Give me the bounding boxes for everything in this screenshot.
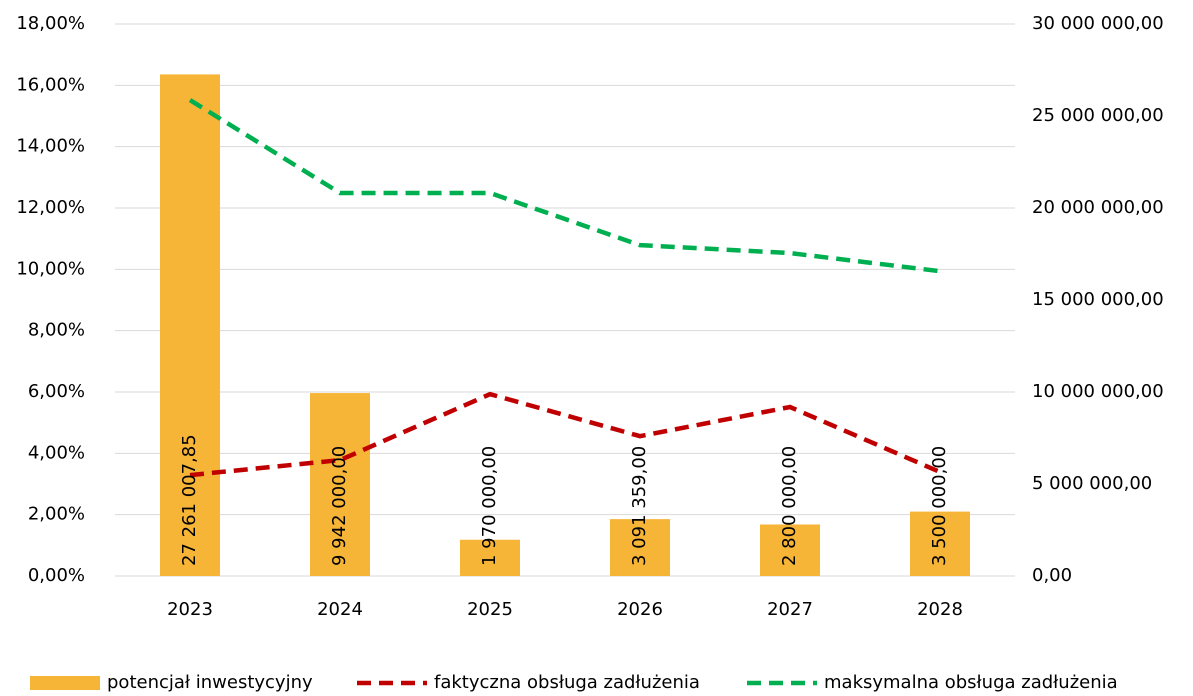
legend-label: potencjał inwestycyjny: [107, 672, 313, 693]
x-tick-label: 2025: [467, 599, 513, 620]
x-tick-label: 2026: [617, 599, 663, 620]
y2-tick-label: 15 000 000,00: [1032, 289, 1164, 310]
x-tick-label: 2023: [167, 599, 213, 620]
y2-tick-label: 5 000 000,00: [1032, 473, 1152, 494]
x-tick-label: 2024: [317, 599, 363, 620]
y-tick-label: 10,00%: [16, 258, 85, 279]
x-tick-label: 2027: [767, 599, 813, 620]
bar: [160, 74, 220, 576]
line-series: [189, 391, 941, 478]
legend-label: faktyczna obsługa zadłużenia: [434, 672, 700, 693]
y-tick-label: 14,00%: [16, 136, 85, 157]
bar: [610, 519, 670, 576]
y-tick-label: 18,00%: [16, 13, 85, 34]
data-label: 3 091 359,00: [629, 446, 650, 566]
data-label: 9 942 000,00: [329, 446, 350, 566]
y-tick-label: 12,00%: [16, 197, 85, 218]
line-series: [188, 98, 941, 274]
y2-tick-label: 10 000 000,00: [1032, 381, 1164, 402]
y2-tick-label: 30 000 000,00: [1032, 13, 1164, 34]
y2-tick-label: 0,00: [1032, 565, 1072, 586]
y-tick-label: 2,00%: [28, 504, 85, 525]
y-tick-label: 4,00%: [28, 442, 85, 463]
bar: [460, 539, 520, 576]
x-tick-label: 2028: [917, 599, 963, 620]
bar: [910, 511, 970, 576]
y2-tick-label: 20 000 000,00: [1032, 197, 1164, 218]
data-label: 3 500 000,00: [929, 446, 950, 566]
legend-swatch: [30, 676, 100, 690]
bar: [310, 393, 370, 576]
y-tick-label: 8,00%: [28, 320, 85, 341]
y-tick-label: 0,00%: [28, 565, 85, 586]
y-tick-label: 6,00%: [28, 381, 85, 402]
y-tick-label: 16,00%: [16, 74, 85, 95]
y2-tick-label: 25 000 000,00: [1032, 105, 1164, 126]
bar: [760, 524, 820, 576]
legend-label: maksymalna obsługa zadłużenia: [824, 672, 1118, 693]
data-label: 2 800 000,00: [779, 446, 800, 566]
data-label: 1 970 000,00: [479, 446, 500, 566]
data-label: 27 261 007,85: [179, 434, 200, 566]
